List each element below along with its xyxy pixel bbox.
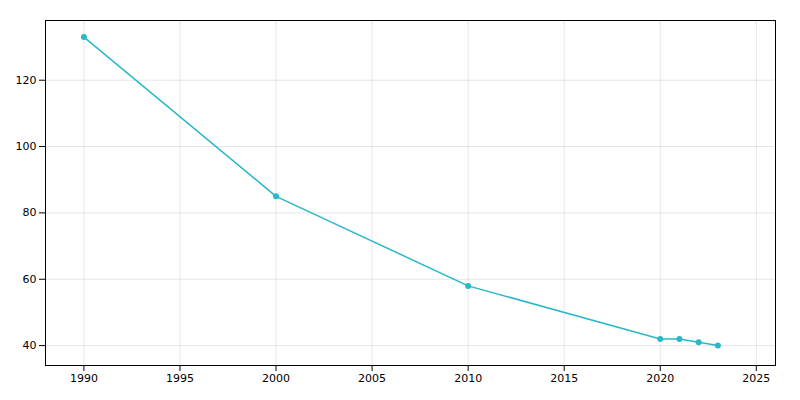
svg-text:100: 100 — [16, 140, 37, 153]
svg-text:2005: 2005 — [358, 372, 386, 385]
svg-text:1990: 1990 — [70, 372, 98, 385]
svg-text:2025: 2025 — [742, 372, 770, 385]
svg-text:80: 80 — [23, 206, 37, 219]
svg-text:2015: 2015 — [550, 372, 578, 385]
svg-text:120: 120 — [16, 74, 37, 87]
svg-text:1995: 1995 — [166, 372, 194, 385]
svg-text:2010: 2010 — [454, 372, 482, 385]
svg-text:2000: 2000 — [262, 372, 290, 385]
svg-text:2020: 2020 — [646, 372, 674, 385]
svg-text:40: 40 — [23, 339, 37, 352]
svg-text:60: 60 — [23, 273, 37, 286]
